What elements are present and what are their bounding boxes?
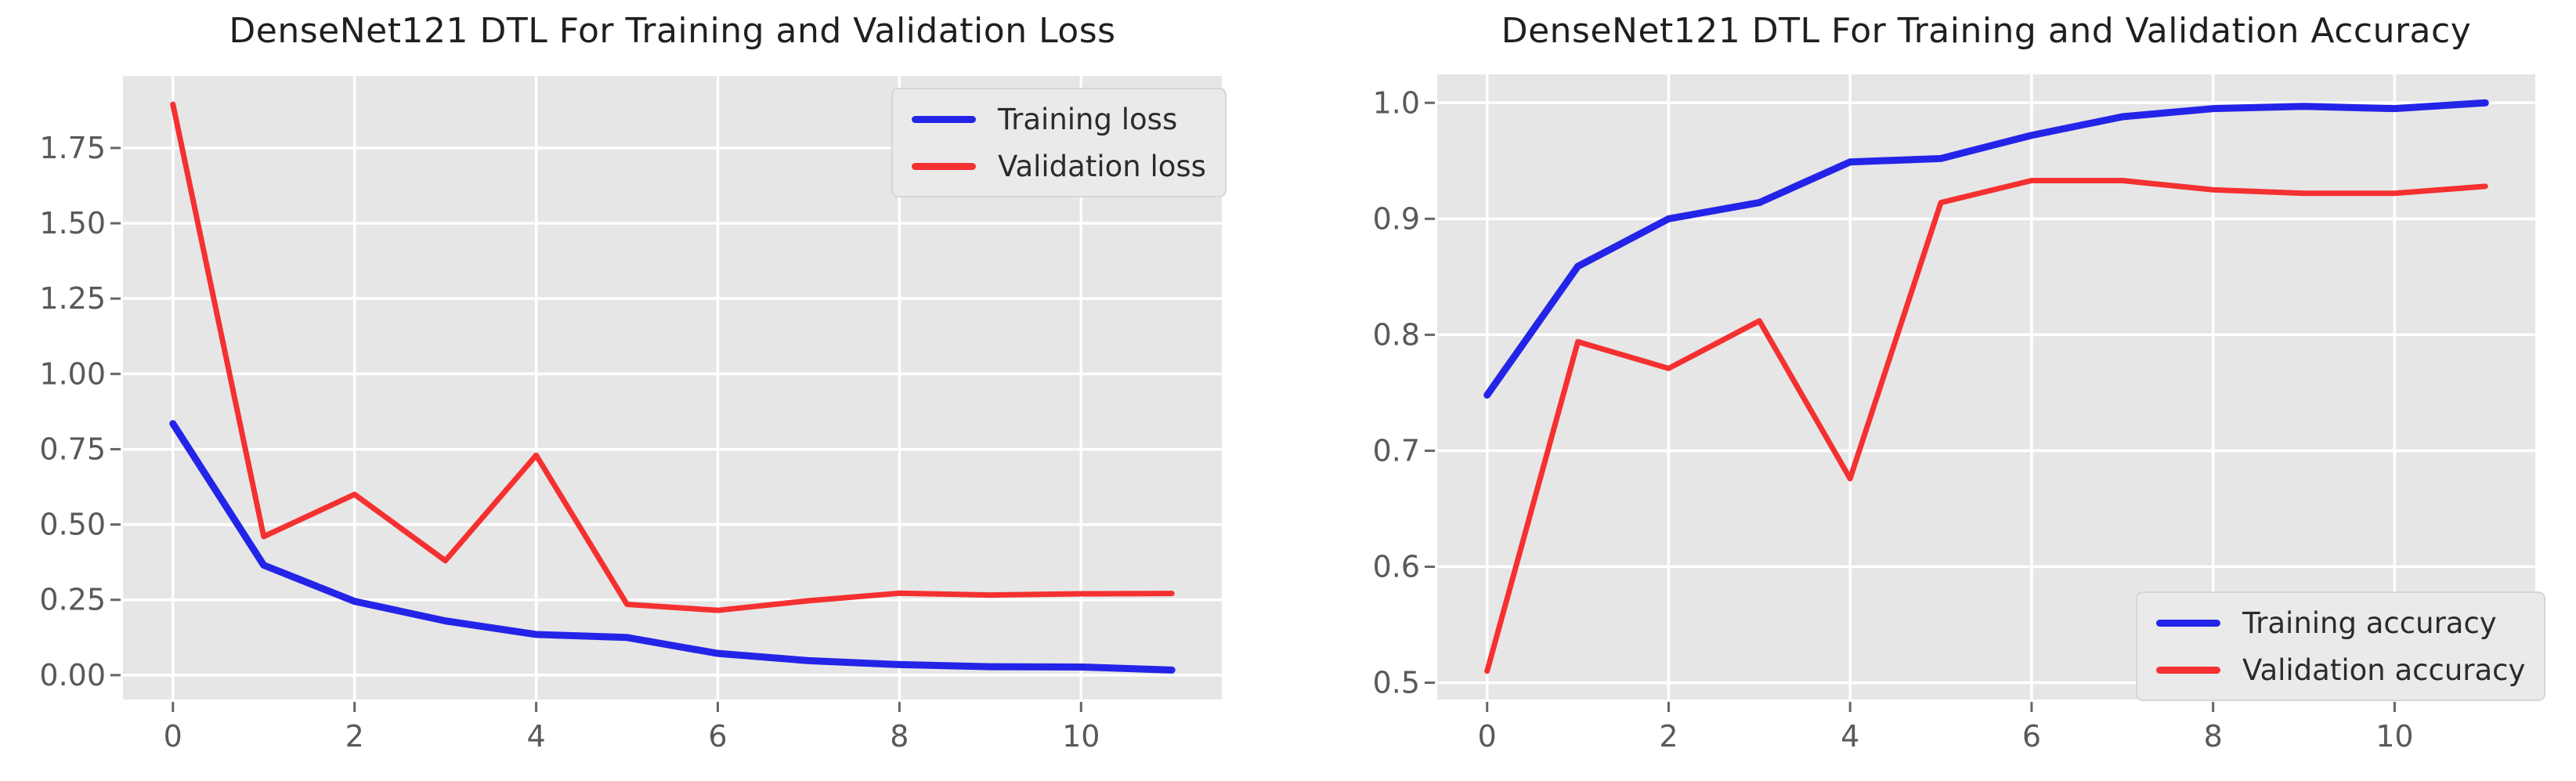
accuracy-legend: Training accuracy Validation accuracy [2136,591,2546,701]
x-tick-label: 8 [2204,719,2223,754]
y-tick-label: 1.25 [39,281,106,316]
y-tick-label: 0.7 [1373,433,1420,468]
validation-loss-line-swatch [912,162,976,170]
x-tick-label: 0 [164,719,182,754]
loss-chart-title: DenseNet121 DTL For Training and Validat… [229,11,1116,51]
y-tick-label: 1.0 [1373,85,1420,120]
training-accuracy-line-swatch [2156,619,2220,627]
training-loss-line-swatch [912,115,976,123]
x-tick-label: 8 [890,719,909,754]
y-tick-label: 0.25 [39,583,106,617]
training-accuracy-line [1483,99,2489,399]
x-tick-label: 2 [1659,719,1678,754]
legend-entry-validation-accuracy: Validation accuracy [2156,653,2525,687]
y-tick-label: 0.5 [1373,666,1420,700]
x-tick-label: 10 [1062,719,1100,754]
x-tick-label: 10 [2375,719,2413,754]
legend-entry-training-loss: Training loss [912,102,1206,136]
x-tick-label: 4 [1841,719,1859,754]
y-tick-label: 1.50 [39,206,106,240]
x-tick-label: 6 [2022,719,2041,754]
training-loss-legend-label: Training loss [998,102,1178,136]
training-accuracy-legend-label: Training accuracy [2242,606,2497,640]
y-tick-label: 0.75 [39,432,106,466]
legend-entry-training-accuracy: Training accuracy [2156,606,2525,640]
legend-entry-validation-loss: Validation loss [912,149,1206,183]
accuracy-chart-title: DenseNet121 DTL For Training and Validat… [1501,11,2472,51]
training-loss-line [169,420,1176,674]
x-tick-label: 6 [708,719,727,754]
y-tick-label: 0.6 [1373,549,1420,584]
y-tick-label: 0.50 [39,508,106,542]
x-tick-label: 0 [1478,719,1497,754]
validation-accuracy-legend-label: Validation accuracy [2242,653,2526,687]
y-tick-label: 0.00 [39,658,106,692]
y-tick-label: 1.00 [39,356,106,391]
y-tick-label: 1.75 [39,131,106,165]
loss-legend: Training loss Validation loss [891,88,1227,197]
y-tick-label: 0.9 [1373,201,1420,236]
validation-accuracy-line [1484,177,2488,674]
x-tick-label: 4 [526,719,545,754]
validation-loss-legend-label: Validation loss [998,149,1206,183]
x-tick-label: 2 [345,719,364,754]
validation-accuracy-line-swatch [2156,666,2220,674]
y-tick-label: 0.8 [1373,317,1420,352]
validation-loss-line [170,101,1175,613]
